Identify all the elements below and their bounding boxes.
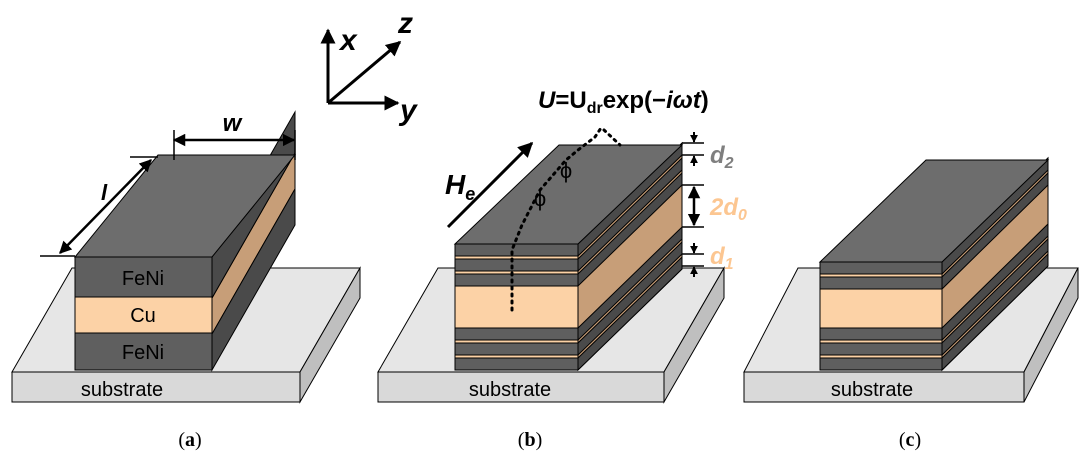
substrate-label-b: substrate — [469, 379, 551, 401]
trilayer-stack-a: FeNi Cu FeNi — [73, 110, 297, 372]
length-dimension — [59, 159, 152, 254]
y-axis-label: y — [398, 94, 418, 127]
field-label: He — [445, 169, 475, 204]
phi-1: ϕ — [534, 186, 546, 211]
width-label: w — [223, 110, 243, 137]
panel-b: substrate — [377, 87, 747, 451]
multilayer-stack-b — [453, 141, 684, 372]
voltage-expression: U=Udrexp(−iωt) — [538, 87, 709, 117]
length-label: l — [101, 180, 108, 205]
feni-top-layer-a — [74, 256, 213, 298]
caption-b: (b) — [518, 429, 542, 451]
contact-path — [510, 126, 603, 312]
feni-top-label: FeNi — [122, 268, 164, 290]
substrate-label-a: substrate — [81, 379, 163, 401]
thickness-markers — [682, 132, 704, 277]
phi-2: ϕ — [560, 158, 572, 183]
caption-c: (c) — [899, 429, 921, 451]
field-arrow — [446, 141, 534, 229]
z-axis-label: z — [397, 7, 413, 40]
x-axis-label: x — [338, 24, 358, 57]
z-axis-arrow — [327, 40, 402, 105]
d2-label: d2 — [710, 142, 734, 172]
d0-label: 2d0 — [709, 194, 747, 224]
multilayer-stack-c — [818, 156, 1050, 372]
substrate-label-c: substrate — [831, 379, 913, 401]
d1-label: d1 — [710, 243, 734, 273]
caption-a: (a) — [178, 429, 201, 451]
panel-a: substrate FeNi Cu FeNi w l (a) — [11, 110, 361, 451]
coordinate-axes: x z y — [320, 7, 418, 127]
feni-bottom-layer-a — [74, 332, 213, 371]
feni-bottom-label: FeNi — [122, 342, 164, 364]
cu-label: Cu — [130, 305, 156, 327]
cu-layer-a — [74, 296, 213, 334]
panel-c: substrate (c) — [743, 156, 1079, 451]
